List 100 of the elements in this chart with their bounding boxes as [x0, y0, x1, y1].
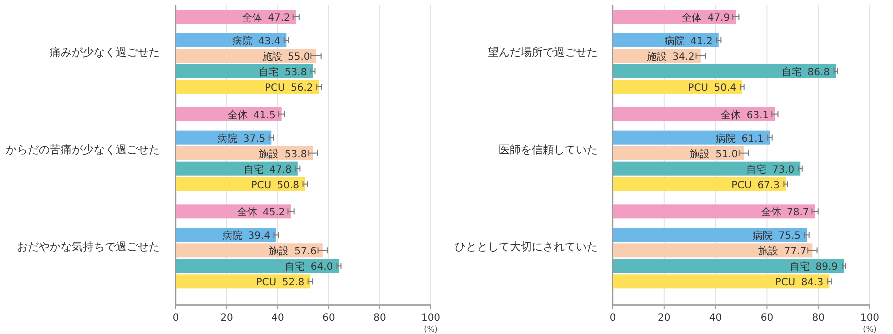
x-axis-title: (%)	[424, 325, 438, 334]
bar	[176, 80, 320, 94]
bar	[613, 228, 808, 242]
text: 自宅	[790, 262, 810, 274]
data-label: 53.8	[284, 149, 308, 160]
bar	[613, 146, 744, 160]
bar	[613, 107, 776, 122]
bar	[613, 34, 719, 48]
series-label: 自宅	[259, 66, 280, 78]
data-label: 56.2	[291, 83, 314, 94]
bar	[176, 177, 306, 192]
bar	[613, 130, 770, 145]
bar	[176, 49, 316, 63]
x-tick-label: 100	[860, 313, 880, 324]
data-label: 77.7	[784, 246, 807, 258]
y-tick-label: おだやかな気持ちで過ごせた	[17, 240, 160, 254]
x-tick-label: 20	[220, 313, 234, 324]
x-tick-label: 0	[172, 313, 180, 324]
series-label: 病院	[232, 36, 253, 48]
text: 病院	[753, 231, 774, 242]
bar	[176, 228, 276, 242]
bar	[613, 80, 743, 94]
text: 全体	[721, 110, 742, 122]
data-label: 73.0	[772, 164, 795, 176]
text: 自宅	[244, 164, 264, 176]
x-axis-title: (%)	[863, 325, 877, 334]
data-label: 55.0	[288, 52, 310, 63]
text: PCU	[775, 278, 796, 289]
bar	[176, 107, 282, 122]
data-label: 50.4	[714, 83, 737, 94]
bar	[613, 177, 786, 192]
y-tick-label: 医師を信頼していた	[499, 143, 598, 156]
data-label: 39.4	[248, 231, 270, 242]
x-tick-label: 40	[272, 313, 284, 324]
data-label: 43.4	[258, 36, 281, 48]
data-label: 41.5	[254, 110, 276, 122]
series-label: 病院	[664, 36, 685, 48]
text: PCU	[251, 180, 272, 192]
series-label: 施設	[646, 51, 667, 63]
x-tick-label: 0	[610, 313, 616, 324]
bar	[613, 162, 801, 176]
x-tick-label: 80	[374, 313, 386, 324]
text: 全体	[228, 110, 248, 122]
bar	[613, 10, 736, 24]
text: PCU	[256, 278, 277, 289]
text: 施設	[690, 149, 710, 160]
bar	[613, 204, 816, 219]
x-tick-label: 60	[322, 313, 336, 324]
data-label: 67.3	[758, 180, 780, 192]
data-label: 64.0	[310, 262, 334, 274]
data-label: 47.8	[270, 164, 292, 176]
bar	[176, 10, 296, 24]
data-label: 50.8	[277, 180, 300, 192]
data-label: 78.7	[786, 208, 810, 219]
text: 全体	[761, 208, 782, 219]
bar	[176, 204, 292, 219]
text: 全体	[237, 208, 258, 219]
data-label: 45.2	[262, 208, 286, 219]
text: 病院	[716, 134, 736, 145]
x-tick-label: 80	[812, 313, 825, 324]
series-label: 施設	[262, 51, 282, 63]
bar	[613, 244, 813, 258]
text: 施設	[758, 246, 779, 258]
series-label: 全体	[682, 12, 702, 24]
series-label: 自宅	[782, 66, 802, 78]
series-label: PCU	[264, 83, 286, 94]
bar	[176, 64, 314, 78]
data-label: 34.2	[672, 52, 695, 63]
series-label: PCU	[688, 83, 709, 94]
data-label: 75.5	[778, 231, 802, 242]
bar	[176, 244, 323, 258]
text: 施設	[268, 246, 289, 258]
x-tick-label: 40	[709, 313, 722, 324]
y-tick-label: 痛みが少なく過ごせた	[50, 46, 160, 59]
bar	[176, 162, 298, 176]
data-label: 57.6	[294, 246, 317, 258]
data-label: 53.8	[284, 68, 308, 78]
data-label: 37.5	[243, 134, 266, 145]
text: 病院	[218, 134, 238, 145]
bar	[176, 34, 287, 48]
x-tick-label: 100	[421, 313, 441, 324]
y-tick-label: からだの苦痛が少なく過ごせた	[6, 143, 160, 156]
bar	[613, 274, 830, 289]
x-tick-label: 20	[658, 313, 671, 324]
data-label: 51.0	[716, 149, 738, 160]
data-label: 47.2	[268, 13, 290, 24]
text: 自宅	[285, 262, 306, 274]
data-label: 52.8	[282, 278, 305, 289]
text: 病院	[222, 231, 242, 242]
data-label: 41.2	[690, 36, 713, 48]
series-label: 全体	[242, 12, 262, 24]
data-label: 86.8	[808, 68, 830, 78]
text: 自宅	[746, 164, 767, 176]
data-label: 47.9	[708, 13, 730, 24]
y-tick-label: 望んだ場所で過ごせた	[488, 46, 598, 59]
bar	[613, 259, 844, 274]
bar	[176, 274, 311, 289]
text: 施設	[259, 149, 280, 160]
y-tick-label: ひととして大切にされていた	[455, 240, 598, 254]
bar	[176, 259, 340, 274]
